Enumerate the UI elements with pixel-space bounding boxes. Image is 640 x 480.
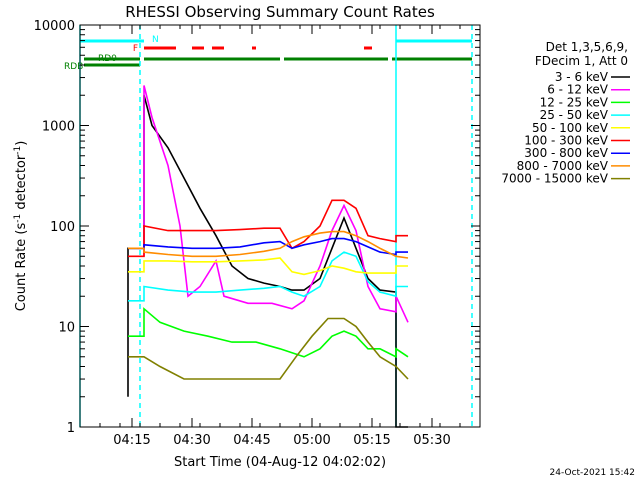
y-axis-label-superscript: -1	[13, 146, 23, 155]
y-axis-label: Count Rate (s-1 detector-1)	[13, 141, 29, 312]
legend-header-line: Det 1,3,5,6,9,	[546, 40, 628, 54]
y-axis-label-part: detector	[14, 154, 29, 214]
state-bar-label: F	[133, 44, 138, 54]
y-axis-label-superscript: -1	[13, 214, 23, 223]
legend-label: 7000 - 15000 keV	[501, 172, 608, 186]
y-tick-label: 10	[58, 321, 75, 336]
y-tick-label: 10000	[34, 19, 75, 34]
y-axis-label-part: Count Rate (s	[14, 223, 29, 312]
legend-header-line: FDecim 1, Att 0	[535, 54, 628, 68]
state-bar-label: N	[152, 35, 159, 45]
chart-title: RHESSI Observing Summary Count Rates	[125, 3, 435, 21]
footer-timestamp: 24-Oct-2021 15:42	[550, 468, 635, 478]
x-tick-label: 04:15	[113, 433, 150, 448]
y-tick-label: 1000	[42, 120, 75, 135]
x-tick-label: 05:15	[353, 433, 390, 448]
y-tick-label: 1	[67, 421, 75, 436]
y-tick-label: 100	[50, 220, 75, 235]
x-tick-label: 04:30	[173, 433, 210, 448]
y-axis-label-part: )	[14, 141, 29, 146]
x-axis-label: Start Time (04-Aug-12 04:02:02)	[174, 455, 386, 470]
x-tick-label: 05:30	[413, 433, 450, 448]
x-tick-label: 04:45	[233, 433, 270, 448]
x-tick-label: 05:00	[293, 433, 330, 448]
